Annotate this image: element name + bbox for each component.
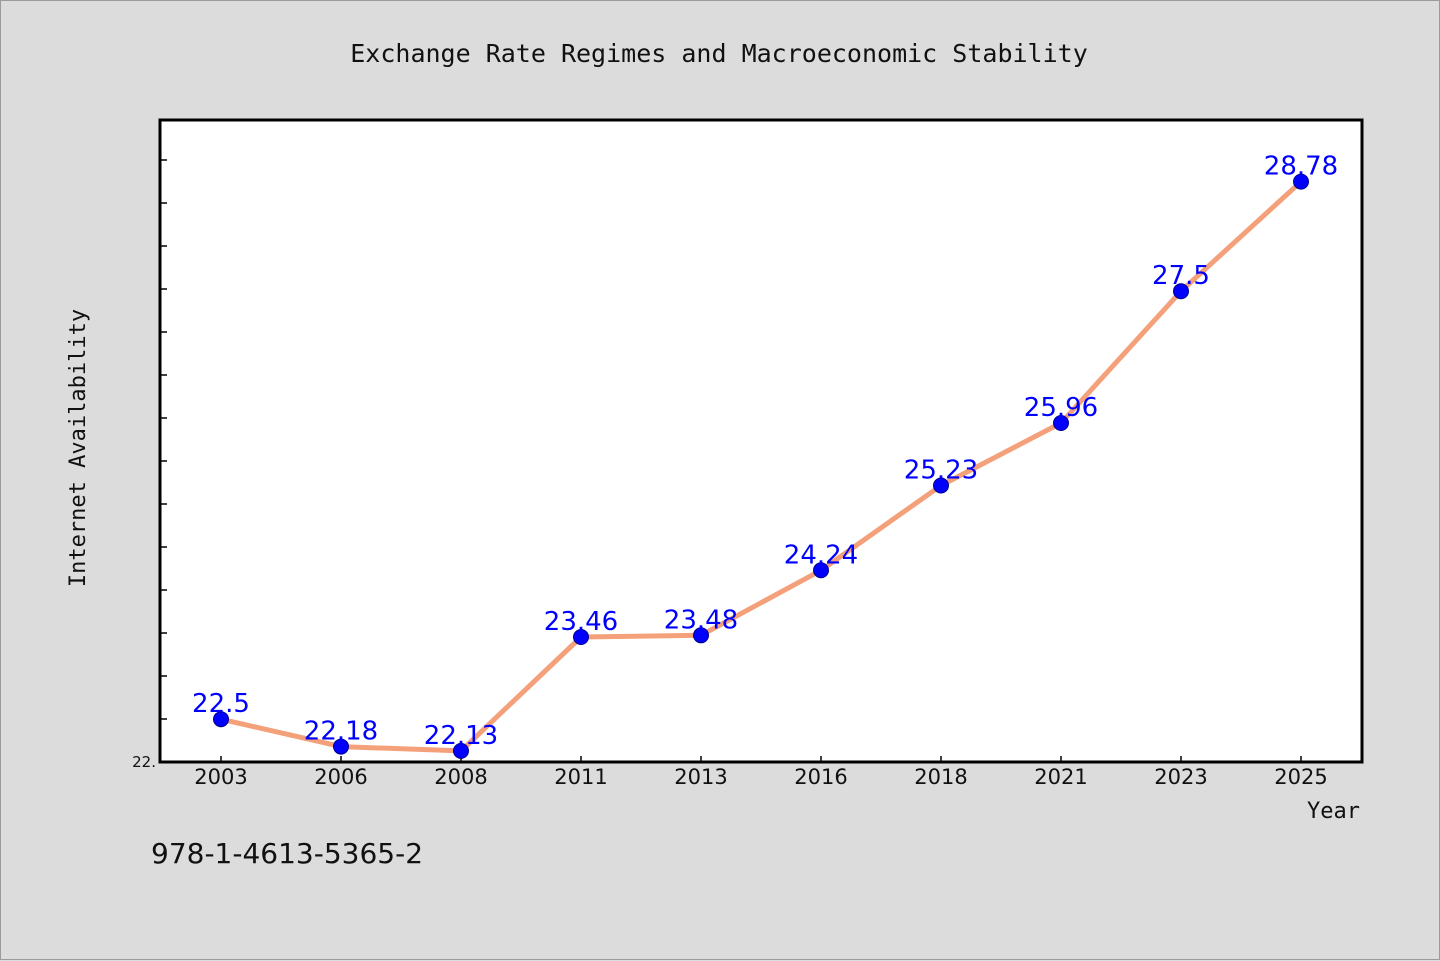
- x-axis-tick-labels: 2003 2006 2008 2011 2013 2016 2018 2021 2023 2025: [194, 765, 1327, 789]
- y-axis-tick-labels: 22.: [132, 753, 156, 771]
- data-point: [813, 562, 829, 579]
- footer-isbn: 978-1-4613-5365-2: [151, 837, 423, 870]
- x-axis-ticks: [220, 756, 1302, 762]
- x-tick-label: 2013: [674, 765, 727, 789]
- data-point: [1173, 283, 1189, 300]
- data-point: [1293, 173, 1309, 190]
- data-markers: [213, 173, 1309, 759]
- x-tick-label: 2018: [914, 765, 967, 789]
- x-axis-label: Year: [1307, 799, 1360, 824]
- chart-title: Exchange Rate Regimes and Macroeconomic …: [350, 39, 1088, 68]
- data-label: 25.96: [1024, 393, 1098, 423]
- data-label: 24.24: [784, 540, 858, 570]
- data-label: 25.23: [904, 456, 978, 486]
- x-tick-label: 2016: [794, 765, 847, 789]
- plot-area: [158, 118, 1364, 764]
- y-tick-label: 22.: [132, 753, 156, 771]
- data-label: 22.13: [424, 721, 498, 751]
- data-point: [333, 738, 349, 755]
- y-axis-ticks: [160, 159, 167, 720]
- y-axis-label: Internet Availability: [66, 309, 91, 587]
- data-point: [213, 711, 229, 728]
- data-label: 22.18: [304, 717, 378, 747]
- data-point: [933, 477, 949, 494]
- data-label: 22.5: [192, 689, 250, 719]
- x-tick-label: 2025: [1274, 765, 1327, 789]
- data-label: 27.5: [1152, 261, 1210, 291]
- data-label: 23.48: [664, 605, 738, 635]
- x-tick-label: 2008: [434, 765, 487, 789]
- x-tick-label: 2011: [554, 765, 607, 789]
- x-tick-label: 2006: [314, 765, 367, 789]
- series-line: [220, 179, 1303, 754]
- data-point: [573, 629, 589, 646]
- data-point: [453, 742, 469, 759]
- data-labels: 22.5 22.18 22.13 23.46 23.48 24.24 25.23 25.96 2…: [192, 152, 1338, 751]
- data-point: [693, 627, 709, 644]
- x-tick-label: 2021: [1034, 765, 1087, 789]
- data-point: [1053, 415, 1069, 432]
- data-label: 28.78: [1264, 152, 1338, 182]
- x-tick-label: 2003: [194, 765, 247, 789]
- data-label: 23.46: [544, 607, 618, 637]
- x-tick-label: 2023: [1154, 765, 1207, 789]
